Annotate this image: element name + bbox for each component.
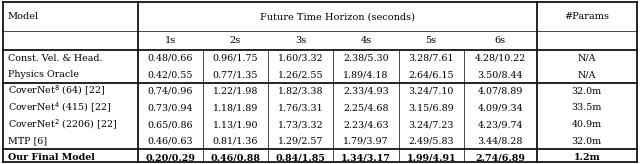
Text: N/A: N/A [577, 54, 596, 63]
Text: Model: Model [8, 12, 39, 21]
Text: 1.22/1.98: 1.22/1.98 [212, 87, 258, 96]
Text: 2.25/4.68: 2.25/4.68 [343, 103, 388, 113]
Text: 0.74/0.96: 0.74/0.96 [147, 87, 193, 96]
Text: #Params: #Params [564, 12, 609, 21]
Text: 1.76/3.31: 1.76/3.31 [278, 103, 323, 113]
Text: Future Time Horizon (seconds): Future Time Horizon (seconds) [260, 12, 415, 21]
Text: 4.28/10.22: 4.28/10.22 [475, 54, 526, 63]
Text: 1.29/2.57: 1.29/2.57 [278, 137, 323, 146]
Text: 1.89/4.18: 1.89/4.18 [343, 70, 388, 79]
Text: Physics Oracle: Physics Oracle [8, 70, 79, 79]
Text: 3s: 3s [295, 36, 307, 45]
Text: 3.15/6.89: 3.15/6.89 [408, 103, 454, 113]
Text: 1.60/3.32: 1.60/3.32 [278, 54, 323, 63]
Text: 4.23/9.74: 4.23/9.74 [477, 120, 523, 129]
Text: 0.46/0.63: 0.46/0.63 [147, 137, 193, 146]
Text: 1.18/1.89: 1.18/1.89 [212, 103, 258, 113]
Text: 2s: 2s [230, 36, 241, 45]
Text: 1.2m: 1.2m [573, 153, 600, 162]
Text: 32.0m: 32.0m [572, 137, 602, 146]
Text: Const. Vel. & Head.: Const. Vel. & Head. [8, 54, 102, 63]
Text: 3.24/7.23: 3.24/7.23 [408, 120, 454, 129]
Text: 4.07/8.89: 4.07/8.89 [477, 87, 523, 96]
Text: 40.9m: 40.9m [572, 120, 602, 129]
Text: 1s: 1s [164, 36, 176, 45]
Text: 4.09/9.34: 4.09/9.34 [477, 103, 523, 113]
Text: 2.33/4.93: 2.33/4.93 [343, 87, 389, 96]
Text: 0.73/0.94: 0.73/0.94 [147, 103, 193, 113]
Text: 32.0m: 32.0m [572, 87, 602, 96]
Text: 1.99/4.91: 1.99/4.91 [406, 153, 456, 162]
Text: 1.26/2.55: 1.26/2.55 [278, 70, 323, 79]
Text: 1.82/3.38: 1.82/3.38 [278, 87, 323, 96]
Text: 0.48/0.66: 0.48/0.66 [147, 54, 193, 63]
Text: 0.65/0.86: 0.65/0.86 [147, 120, 193, 129]
Text: 3.24/7.10: 3.24/7.10 [408, 87, 454, 96]
Text: 33.5m: 33.5m [572, 103, 602, 113]
Text: 0.20/0.29: 0.20/0.29 [145, 153, 195, 162]
Text: 3.50/8.44: 3.50/8.44 [477, 70, 523, 79]
Text: 2.74/6.89: 2.74/6.89 [476, 153, 525, 162]
Text: 2.64/6.15: 2.64/6.15 [408, 70, 454, 79]
Text: 0.96/1.75: 0.96/1.75 [212, 54, 258, 63]
Text: 1.13/1.90: 1.13/1.90 [212, 120, 258, 129]
Text: 1.34/3.17: 1.34/3.17 [341, 153, 391, 162]
Text: 0.84/1.85: 0.84/1.85 [276, 153, 326, 162]
Text: 2.38/5.30: 2.38/5.30 [343, 54, 388, 63]
Text: 0.77/1.35: 0.77/1.35 [212, 70, 258, 79]
Text: 2.23/4.63: 2.23/4.63 [343, 120, 388, 129]
Text: 0.46/0.88: 0.46/0.88 [211, 153, 260, 162]
Text: 3.28/7.61: 3.28/7.61 [408, 54, 454, 63]
Text: 1.79/3.97: 1.79/3.97 [343, 137, 388, 146]
Text: 2.49/5.83: 2.49/5.83 [408, 137, 454, 146]
Text: CoverNet$^4$ (415) [22]: CoverNet$^4$ (415) [22] [8, 101, 111, 115]
Text: 4s: 4s [360, 36, 372, 45]
Text: 1.73/3.32: 1.73/3.32 [278, 120, 323, 129]
Text: CoverNet$^8$ (64) [22]: CoverNet$^8$ (64) [22] [8, 84, 105, 98]
Text: Our Final Model: Our Final Model [8, 153, 95, 162]
Text: CoverNet$^2$ (2206) [22]: CoverNet$^2$ (2206) [22] [8, 118, 117, 132]
Text: MTP [6]: MTP [6] [8, 137, 47, 146]
Text: 3.44/8.28: 3.44/8.28 [477, 137, 523, 146]
Text: 5s: 5s [426, 36, 436, 45]
Text: 0.81/1.36: 0.81/1.36 [212, 137, 258, 146]
Text: 0.42/0.55: 0.42/0.55 [147, 70, 193, 79]
Text: 6s: 6s [495, 36, 506, 45]
Text: N/A: N/A [577, 70, 596, 79]
